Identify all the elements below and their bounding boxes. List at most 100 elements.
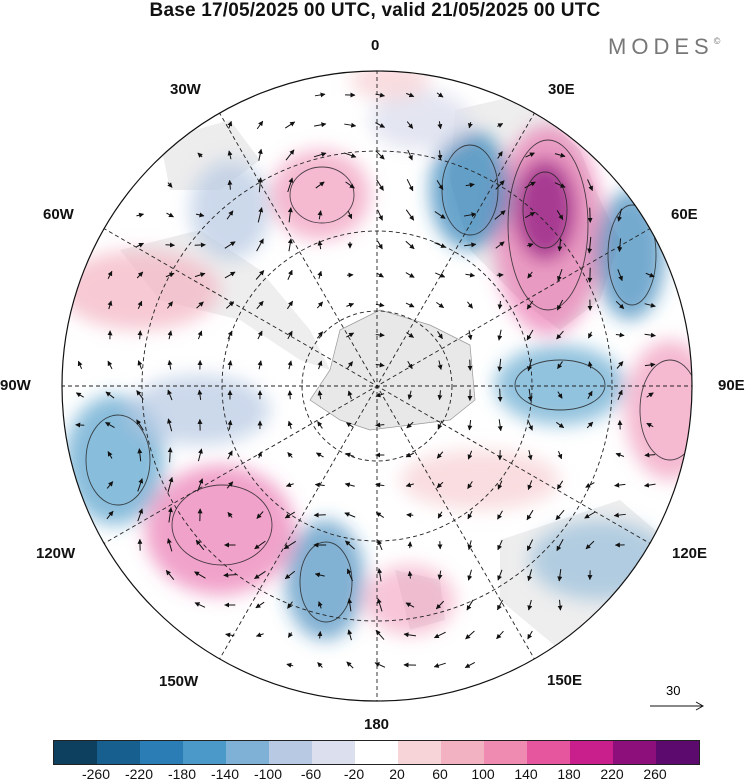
wind-vector	[257, 148, 263, 161]
wind-vector	[344, 122, 357, 128]
wind-vector	[615, 332, 625, 338]
wind-vector	[436, 451, 444, 459]
wind-vector	[525, 152, 535, 158]
wind-vector	[584, 511, 596, 519]
wind-vector	[406, 512, 414, 518]
wind-vector	[105, 421, 115, 429]
wind-vector	[375, 422, 385, 428]
wind-vector	[317, 421, 323, 429]
wind-vector	[314, 122, 327, 128]
wind-vector	[317, 360, 323, 370]
longitude-label-120e: 120E	[672, 545, 708, 562]
wind-vector	[345, 540, 355, 550]
wind-vector	[617, 208, 622, 222]
wind-vector	[197, 330, 203, 340]
longitude-label-60e: 60E	[671, 206, 698, 223]
wind-vector	[405, 602, 415, 608]
wind-vector	[557, 361, 563, 370]
wind-vector	[257, 330, 263, 340]
wind-vector	[554, 152, 566, 158]
brand-logo: MODES©	[608, 34, 720, 60]
colorbar-tick-label: -220	[124, 766, 154, 782]
wind-vector	[527, 569, 533, 582]
wind-vector	[195, 212, 205, 218]
wind-vector	[77, 360, 83, 369]
wind-vector	[256, 238, 264, 252]
wind-vector	[467, 569, 473, 581]
wind-vector	[285, 482, 294, 488]
wind-vector	[317, 662, 323, 668]
wind-vector	[167, 359, 173, 370]
wind-vector	[347, 211, 353, 220]
wind-vector	[587, 179, 593, 192]
wind-vector	[165, 569, 175, 580]
wind-vector	[527, 358, 533, 372]
wind-vector	[254, 540, 266, 550]
wind-vector	[644, 452, 656, 458]
wind-vector	[287, 632, 293, 638]
wind-vector	[197, 448, 203, 462]
wind-vector	[287, 207, 293, 223]
colorbar-tick-label: 180	[557, 766, 581, 782]
wind-vector	[407, 570, 413, 579]
wind-vector	[105, 391, 115, 399]
wind-vector	[377, 240, 383, 250]
wind-vector	[255, 632, 264, 638]
wind-vector	[495, 180, 505, 190]
wind-vector	[167, 507, 173, 523]
wind-vector	[137, 300, 143, 310]
wind-vector	[197, 478, 204, 492]
wind-vector	[374, 662, 386, 668]
wind-vector	[347, 390, 353, 400]
wind-vector	[465, 630, 475, 640]
wind-vector	[345, 181, 355, 189]
wind-vector	[497, 419, 503, 432]
wind-vector	[616, 361, 624, 369]
wind-vector	[375, 302, 385, 308]
wind-vector	[467, 450, 473, 460]
anomaly-shading	[62, 71, 692, 640]
wind-vector	[464, 242, 477, 248]
wind-vector	[317, 390, 323, 400]
brand-text: MODES	[608, 34, 714, 59]
colorbar-tick-label: 140	[514, 766, 538, 782]
wind-vector	[375, 150, 385, 160]
wind-vector	[643, 482, 656, 488]
wind-vector	[226, 301, 235, 309]
colorbar-swatch	[613, 741, 656, 764]
wind-vector	[286, 662, 294, 668]
wind-vector	[136, 419, 144, 431]
colorbar-swatch	[140, 741, 183, 764]
wind-vector	[75, 392, 84, 398]
wind-vector	[497, 151, 503, 159]
wind-vector	[287, 177, 294, 193]
wind-vector	[255, 270, 265, 280]
colorbar-swatch	[97, 741, 140, 764]
wind-vector	[407, 390, 413, 400]
graticule	[62, 71, 692, 701]
wind-vector	[617, 238, 623, 253]
colorbar-swatch	[527, 741, 570, 764]
wind-vector	[346, 302, 355, 308]
wind-vector	[437, 420, 443, 430]
wind-vector	[555, 509, 565, 521]
wind-vector	[227, 330, 233, 340]
longitude-label-180: 180	[364, 716, 390, 733]
longitude-label-90w: 90W	[0, 377, 31, 394]
wind-vector	[283, 540, 297, 550]
wind-vector	[556, 330, 564, 340]
wind-vector	[377, 568, 383, 582]
wind-vector	[526, 509, 534, 521]
wind-vector	[587, 236, 593, 254]
reference-vector-label: 30	[666, 683, 681, 698]
wind-vector	[645, 272, 655, 278]
wind-vector	[435, 600, 445, 610]
wind-vector	[527, 599, 533, 611]
wind-vector	[346, 332, 355, 338]
wind-vector	[495, 241, 505, 249]
wind-vector	[405, 209, 415, 221]
wind-vector	[287, 269, 293, 280]
wind-vector	[588, 331, 593, 339]
wind-vector	[227, 512, 233, 518]
wind-vector	[287, 601, 293, 609]
